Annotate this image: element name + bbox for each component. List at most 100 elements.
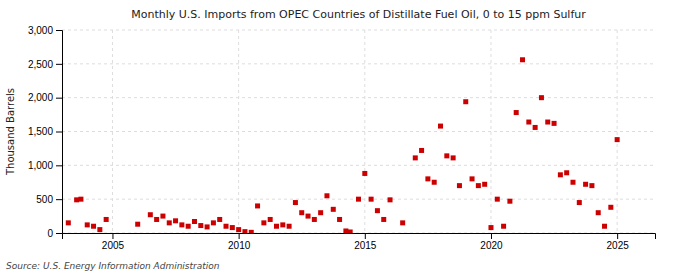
tick-label: 2010 — [228, 240, 251, 251]
point — [488, 225, 493, 230]
grid-line-y — [62, 30, 655, 31]
point — [211, 220, 216, 225]
grid-line-y — [62, 165, 655, 166]
point — [293, 200, 298, 205]
grid-line-x — [364, 30, 365, 233]
point — [148, 212, 153, 217]
point — [564, 170, 569, 175]
grid-line-y — [62, 97, 655, 98]
point — [186, 224, 191, 229]
point — [324, 193, 329, 198]
point — [343, 228, 348, 233]
point — [539, 95, 544, 100]
point — [583, 182, 588, 187]
tick-mark — [56, 98, 62, 99]
point — [224, 224, 229, 229]
point — [348, 229, 353, 233]
point — [552, 121, 557, 126]
y-axis-label: Thousand Barrels — [5, 88, 16, 176]
point — [66, 220, 71, 225]
point — [514, 110, 519, 115]
axis-line — [56, 31, 63, 234]
tick-label: 2,500 — [28, 59, 53, 70]
point — [501, 224, 506, 229]
point — [400, 220, 405, 225]
grid-line-x — [238, 30, 239, 233]
grid — [62, 30, 655, 233]
point — [78, 197, 83, 202]
point — [173, 218, 178, 223]
tick-mark — [239, 233, 240, 239]
tick-mark — [491, 233, 492, 239]
point — [318, 210, 323, 215]
point — [255, 203, 260, 208]
point — [444, 153, 449, 158]
point — [274, 224, 279, 229]
point — [362, 171, 367, 176]
point — [356, 197, 361, 202]
point — [495, 197, 500, 202]
tick-label: 1,500 — [28, 126, 53, 137]
point — [287, 224, 292, 229]
tick-mark — [365, 233, 366, 239]
point — [198, 223, 203, 228]
point — [179, 222, 184, 227]
chart: 2005 2010 2015 2020 2025 0 500 1,000 1,500 2,000 2… — [0, 0, 675, 275]
point — [602, 224, 607, 229]
tick-label: 0 — [47, 228, 53, 239]
tick-mark — [617, 233, 618, 239]
point — [425, 176, 430, 181]
tick: 1,000 — [28, 160, 62, 171]
tick-label: 1,000 — [28, 160, 53, 171]
point — [608, 205, 613, 210]
point — [470, 176, 475, 181]
tick-label: 500 — [36, 194, 53, 205]
point — [545, 120, 550, 125]
grid-line-x — [112, 30, 113, 233]
point — [476, 183, 481, 188]
point — [615, 137, 620, 142]
point — [381, 217, 386, 222]
point — [589, 183, 594, 188]
point — [280, 222, 285, 227]
tick-mark — [56, 132, 62, 133]
tick: 2,500 — [28, 59, 62, 70]
x-axis: 2005 2010 2015 2020 2025 — [63, 233, 656, 251]
tick-label: 2020 — [480, 240, 503, 251]
point — [388, 197, 393, 202]
point — [375, 208, 380, 213]
tick-mark — [56, 165, 62, 166]
point — [570, 180, 575, 185]
point — [268, 217, 273, 222]
point — [230, 225, 235, 230]
point — [482, 182, 487, 187]
tick: 2020 — [480, 233, 503, 251]
tick: 500 — [36, 194, 62, 205]
point — [432, 180, 437, 185]
point — [533, 125, 538, 130]
tick-mark — [56, 64, 62, 65]
grid-line-y — [62, 63, 655, 64]
tick: 2015 — [354, 233, 377, 251]
tick: 2,000 — [28, 92, 62, 103]
point — [97, 227, 102, 232]
tick: 2005 — [102, 233, 125, 251]
annotation: Source: U.S. Energy Information Administ… — [6, 261, 220, 271]
point — [261, 220, 266, 225]
point — [526, 120, 531, 125]
tick: 2025 — [607, 233, 630, 251]
point — [167, 220, 172, 225]
point — [451, 155, 456, 160]
point — [577, 200, 582, 205]
point — [463, 99, 468, 104]
tick-mark — [56, 30, 62, 31]
tick-mark — [56, 199, 62, 200]
point — [369, 197, 374, 202]
plot-area: 2005 2010 2015 2020 2025 0 500 1,000 1,500 2,000 2… — [28, 25, 656, 251]
grid-line-x — [490, 30, 491, 233]
axis-line — [63, 234, 656, 240]
point — [331, 207, 336, 212]
tick-mark — [56, 233, 62, 234]
point — [74, 197, 79, 202]
point — [520, 57, 525, 62]
